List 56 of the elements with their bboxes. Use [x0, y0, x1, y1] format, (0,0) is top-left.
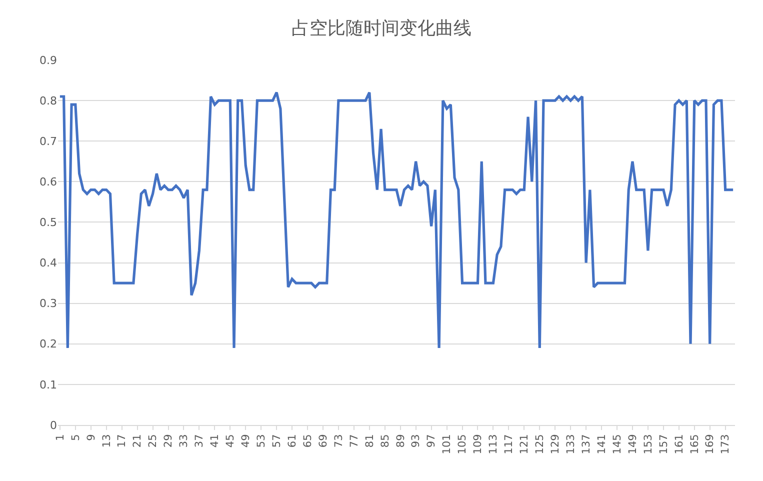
- x-tick-label: 97: [426, 434, 438, 448]
- line-series: [58, 91, 734, 350]
- x-tick-label: 25: [147, 434, 160, 448]
- x-tick-label: 13: [100, 434, 113, 448]
- x-tick-label: 105: [456, 434, 469, 454]
- x-tick-label: 69: [317, 434, 330, 448]
- x-tick-label: 77: [348, 434, 360, 448]
- x-tick-label: 73: [332, 434, 345, 448]
- x-tick-label: 173: [720, 434, 732, 454]
- x-tick-label: 169: [704, 434, 716, 454]
- x-tick-label: 121: [518, 434, 531, 454]
- x-tick-label: 117: [503, 434, 516, 454]
- x-tick-label: 17: [116, 434, 128, 448]
- x-tick-label: 53: [256, 434, 268, 448]
- x-tick-label: 1: [54, 434, 66, 441]
- y-tick-label: 0.8: [40, 94, 57, 108]
- y-tick-label: 0.3: [40, 297, 57, 310]
- x-tick-label: 41: [209, 434, 222, 448]
- x-tick-label: 153: [642, 434, 654, 454]
- y-tick-label: 0.1: [40, 378, 57, 392]
- y-tick-label: 0.5: [40, 216, 57, 230]
- x-tick-label: 137: [580, 434, 592, 454]
- x-tick-label: 145: [611, 434, 624, 454]
- x-tick-label: 5: [70, 434, 82, 441]
- y-tick-label: 0.7: [40, 134, 57, 148]
- x-tick-label: 9: [85, 434, 98, 441]
- x-tick-label: 85: [379, 434, 392, 448]
- y-tick-label: 0.6: [40, 176, 57, 189]
- x-tick-label: 49: [240, 434, 252, 448]
- x-tick-label: 149: [626, 434, 639, 454]
- x-tick-label: 109: [472, 434, 484, 454]
- x-tick-label: 81: [364, 434, 376, 448]
- x-tick-label: 57: [270, 434, 283, 448]
- y-tick-label: 0: [50, 418, 57, 432]
- x-tick-label: 21: [132, 434, 144, 448]
- x-tick-label: 37: [194, 434, 206, 448]
- x-tick-label: 133: [565, 434, 578, 454]
- x-tick-label: 165: [688, 434, 701, 454]
- x-tick-label: 113: [488, 434, 500, 454]
- x-tick-label: 101: [441, 434, 454, 454]
- x-tick-label: 157: [658, 434, 670, 454]
- x-tick-label: 125: [534, 434, 546, 454]
- x-tick-label: 141: [596, 434, 608, 454]
- x-tick-label: 65: [302, 434, 314, 448]
- y-tick-label: 0.2: [40, 338, 57, 351]
- x-tick-label: 29: [162, 434, 175, 448]
- x-tick-label: 33: [178, 434, 190, 448]
- x-tick-label: 129: [550, 434, 562, 454]
- x-tick-label: 93: [410, 434, 422, 448]
- y-tick-label: 0.9: [40, 54, 57, 67]
- x-tick-label: 89: [394, 434, 407, 448]
- chart-title: 占空比随时间变化曲线: [292, 18, 472, 40]
- x-tick-label: 61: [286, 434, 298, 448]
- x-tick-label: 161: [673, 434, 686, 454]
- x-tick-label: 45: [224, 434, 237, 448]
- y-tick-label: 0.4: [40, 256, 57, 270]
